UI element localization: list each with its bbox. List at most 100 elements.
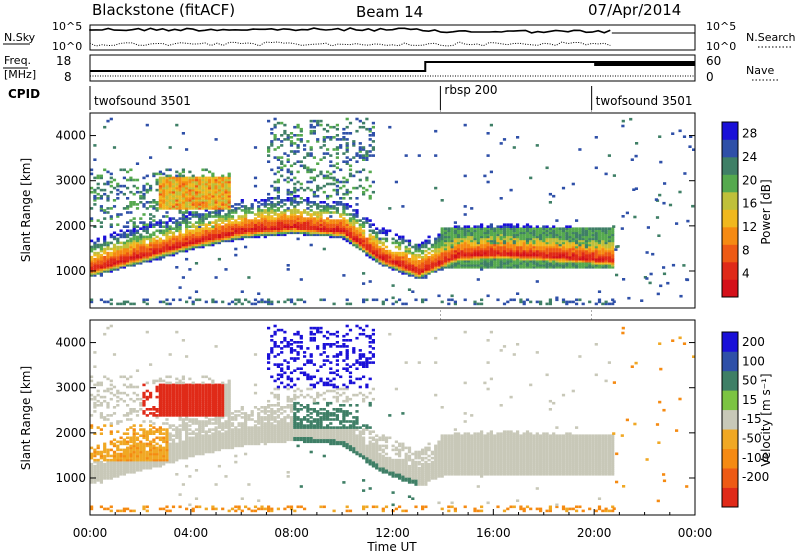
scatter-cell — [319, 215, 323, 218]
scatter-cell — [247, 209, 251, 212]
scatter-cell — [191, 420, 195, 423]
scatter-cell — [158, 395, 162, 399]
scatter-cell — [211, 207, 215, 210]
scatter-cell — [253, 302, 258, 306]
scatter-cell — [532, 243, 536, 247]
scatter-cell — [434, 259, 438, 263]
scatter-cell — [162, 184, 166, 188]
scatter-cell — [506, 231, 510, 235]
scatter-cell — [93, 274, 97, 277]
scatter-cell — [221, 205, 225, 208]
scatter-cell — [604, 241, 608, 245]
scatter-cell — [191, 182, 195, 186]
scatter-cell — [535, 253, 539, 257]
scatter-cell — [116, 466, 120, 470]
scatter-cell — [194, 194, 199, 198]
scatter-cell — [312, 119, 316, 123]
scatter-cell — [122, 302, 126, 306]
scatter-cell — [539, 264, 543, 267]
scatter-cell — [253, 217, 258, 220]
scatter-cell — [181, 205, 185, 208]
scatter-cell — [319, 225, 323, 228]
scatter-cell — [99, 264, 103, 267]
scatter-cell — [171, 385, 176, 389]
scatter-cell — [686, 219, 690, 223]
scatter-cell — [371, 255, 375, 259]
scatter-cell — [208, 434, 212, 437]
scatter-cell — [90, 505, 94, 509]
scatter-cell — [142, 184, 146, 188]
scatter-cell — [368, 251, 372, 255]
scatter-cell — [509, 233, 513, 237]
scatter-cell — [588, 249, 592, 253]
scatter-cell — [263, 215, 267, 218]
scatter-cell — [178, 231, 182, 235]
scatter-cell — [496, 298, 500, 302]
scatter-cell — [316, 233, 320, 237]
scatter-cell — [204, 399, 208, 403]
scatter-cell — [155, 221, 159, 224]
scatter-cell — [529, 259, 533, 263]
scatter-cell — [565, 264, 569, 267]
scatter-cell — [185, 406, 189, 409]
scatter-cell — [443, 237, 448, 241]
scatter-cell — [158, 178, 162, 182]
scatter-cell — [480, 266, 484, 269]
scatter-cell — [191, 211, 195, 214]
scatter-cell — [185, 233, 189, 237]
scatter-cell — [165, 251, 169, 255]
scatter-cell — [257, 221, 261, 224]
scatter-cell — [473, 227, 477, 230]
scatter-cell — [175, 399, 179, 403]
scatter-cell — [132, 410, 136, 413]
scatter-cell — [168, 389, 172, 393]
scatter-cell — [611, 262, 615, 265]
scatter-cell — [168, 458, 172, 462]
scatter-cell — [532, 253, 536, 257]
scatter-cell — [208, 391, 212, 395]
scatter-cell — [453, 243, 457, 247]
scatter-cell — [466, 229, 471, 233]
scatter-cell — [483, 243, 487, 247]
scatter-cell — [158, 414, 162, 417]
scatter-cell — [578, 262, 582, 265]
scatter-cell — [178, 450, 182, 454]
scatter-cell — [542, 239, 546, 243]
scatter-cell — [555, 264, 559, 267]
scatter-cell — [424, 298, 428, 302]
scatter-cell — [162, 197, 166, 200]
scatter-cell — [240, 209, 244, 212]
scatter-cell — [227, 186, 231, 190]
scatter-cell — [165, 178, 169, 182]
scatter-cell — [486, 180, 490, 184]
scatter-cell — [175, 377, 179, 381]
scatter-cell — [447, 266, 451, 269]
scatter-cell — [581, 247, 585, 251]
scatter-cell — [450, 257, 454, 261]
scatter-cell — [371, 237, 375, 241]
scatter-cell — [437, 262, 441, 265]
scatter-cell — [368, 154, 372, 157]
scatter-cell — [162, 432, 166, 435]
scatter-cell — [214, 231, 218, 235]
scatter-cell — [185, 432, 189, 435]
scatter-cell — [178, 442, 182, 446]
scatter-cell — [450, 247, 454, 251]
scatter-cell — [273, 197, 277, 200]
scatter-cell — [178, 452, 182, 456]
scatter-cell — [142, 412, 146, 415]
noise-left-label: N.Sky — [4, 31, 36, 44]
scatter-cell — [509, 264, 513, 267]
scatter-cell — [168, 194, 172, 198]
scatter-cell — [162, 255, 166, 259]
scatter-cell — [384, 262, 389, 265]
scatter-cell — [178, 393, 182, 397]
scatter-cell — [201, 215, 205, 218]
scatter-cell — [96, 268, 100, 271]
scatter-cell — [181, 247, 185, 251]
scatter-cell — [286, 264, 290, 267]
scatter-cell — [135, 231, 140, 235]
scatter-cell — [135, 262, 140, 265]
scatter-cell — [214, 176, 218, 180]
scatter-cell — [204, 430, 208, 433]
